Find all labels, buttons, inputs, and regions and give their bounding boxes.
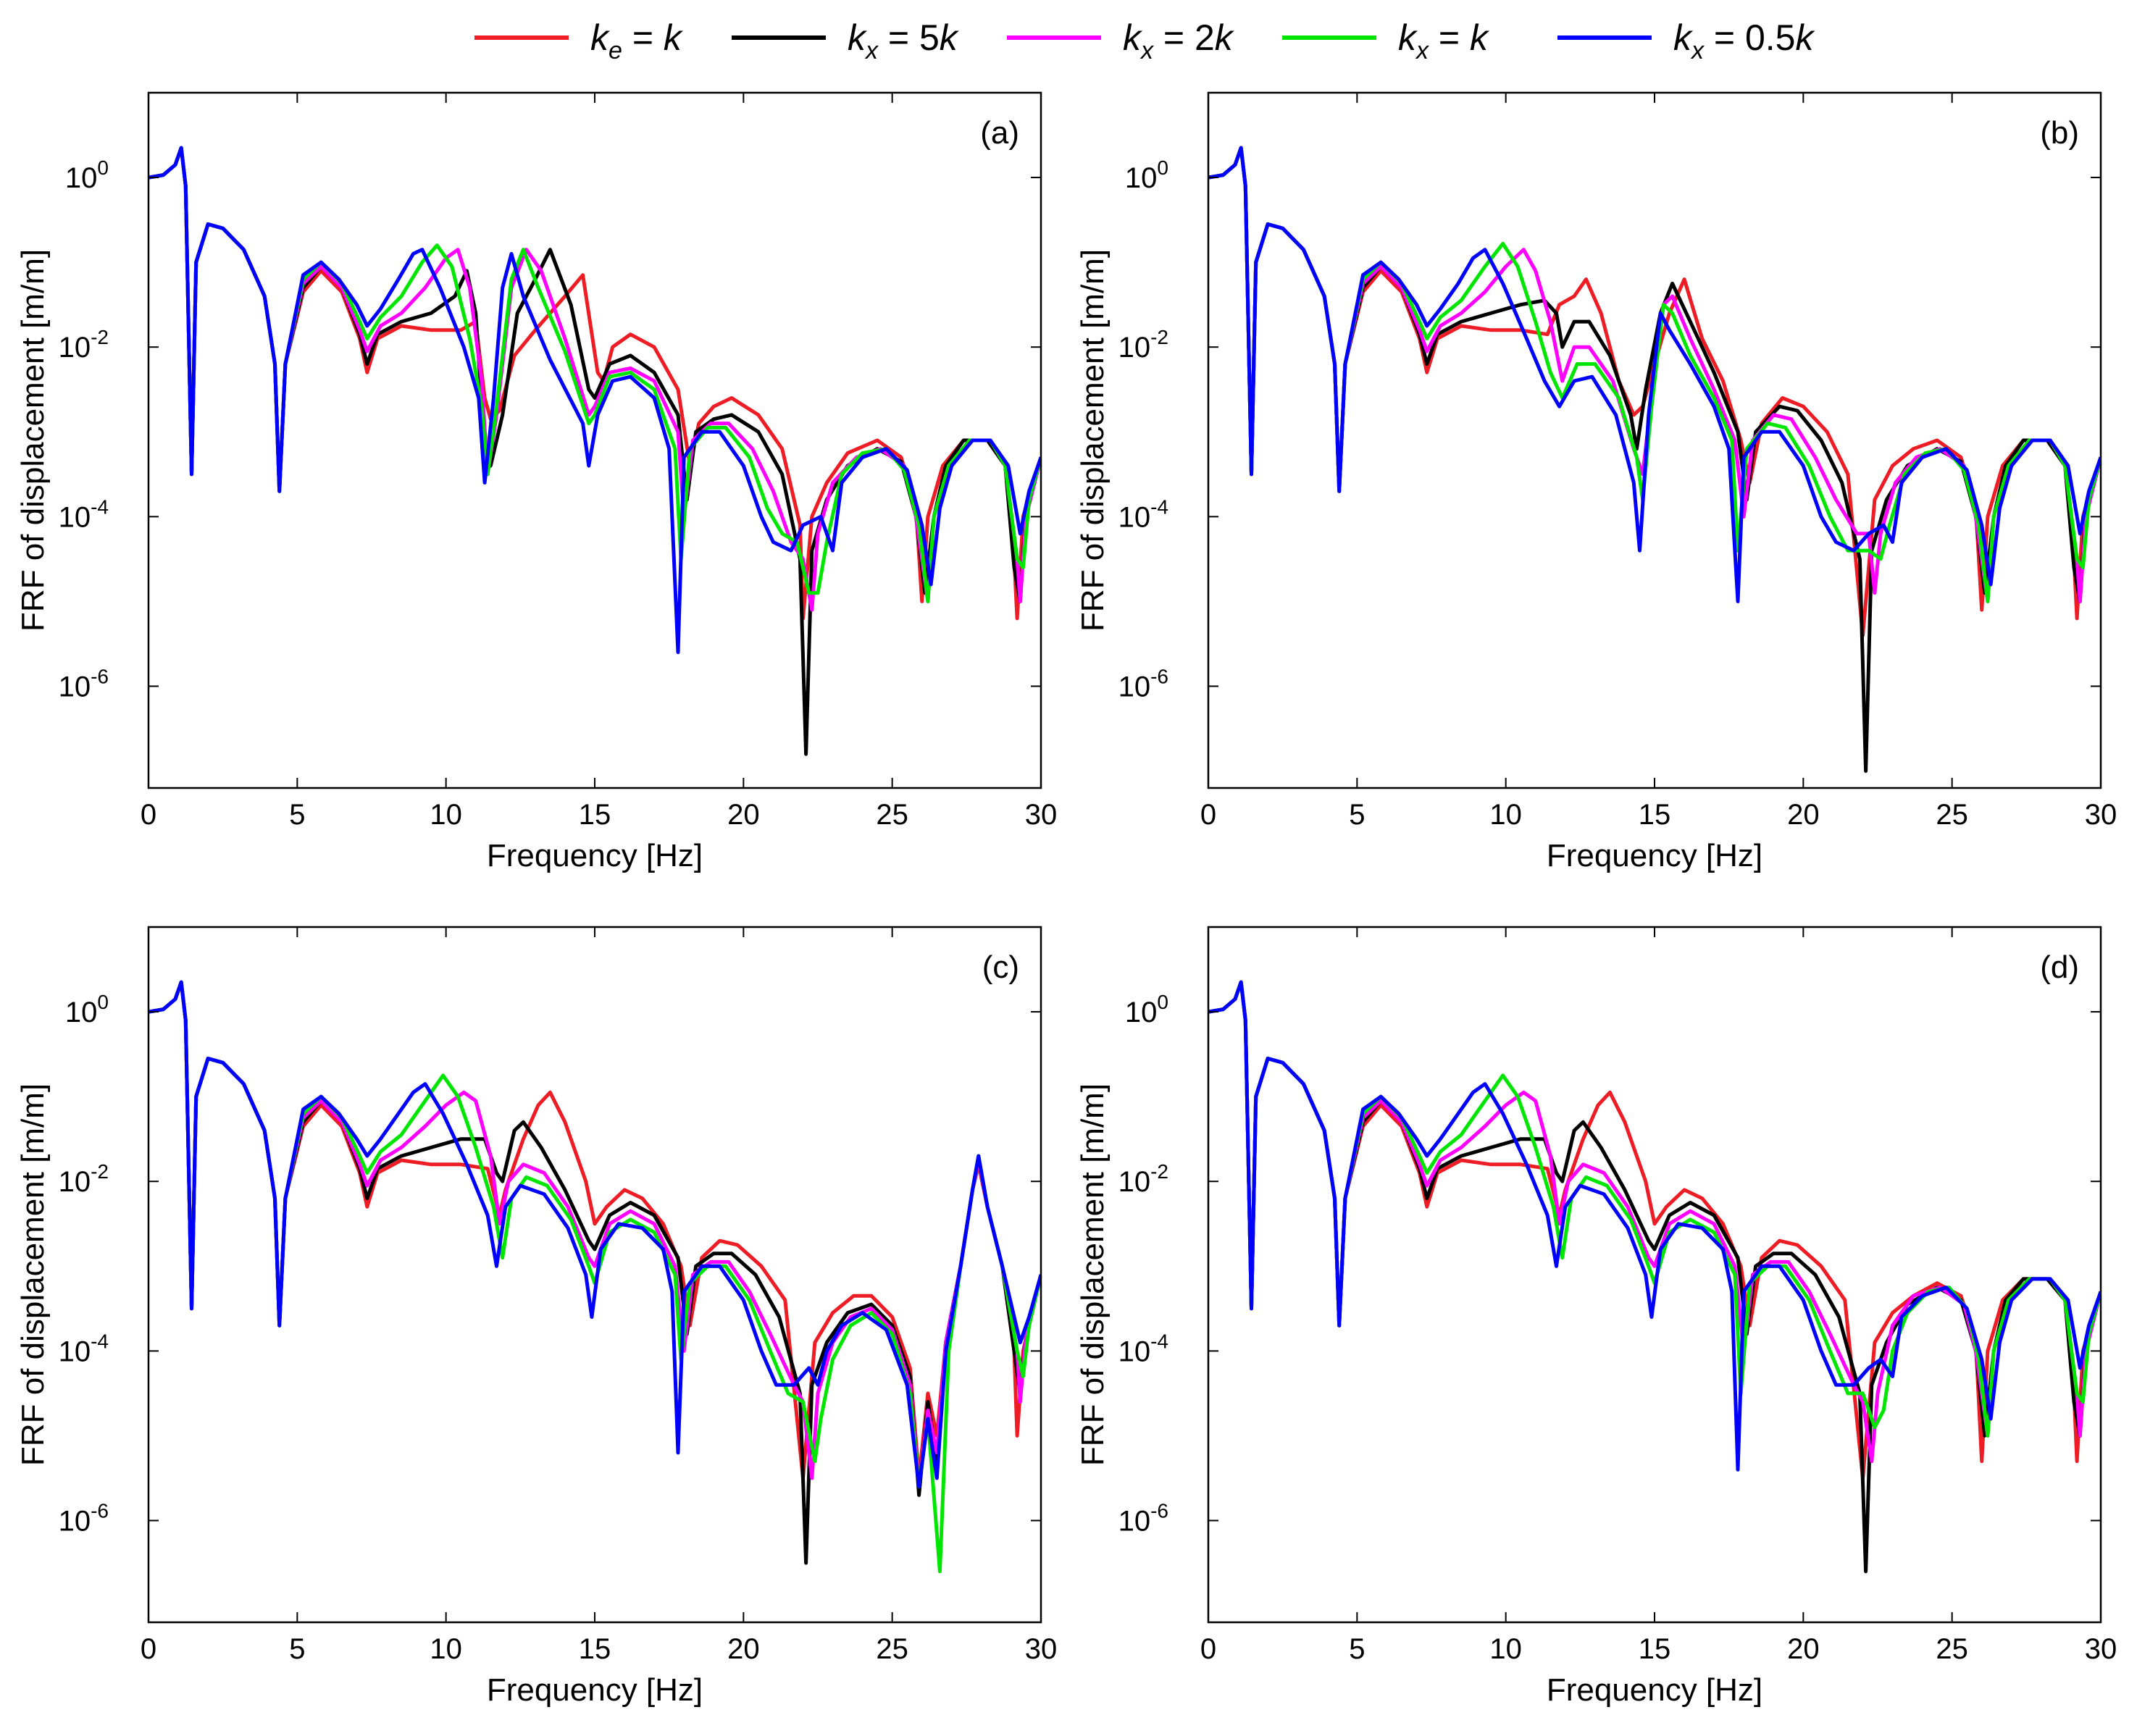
- legend-label: kx = 5k: [848, 17, 960, 64]
- panel-label: (a): [980, 115, 1019, 151]
- x-tick-label: 30: [2085, 1633, 2117, 1665]
- x-tick-label: 10: [430, 799, 462, 831]
- x-tick-label: 30: [1025, 1633, 1058, 1665]
- x-axis-label: Frequency [Hz]: [487, 838, 703, 873]
- plot-area: [149, 980, 1041, 1574]
- y-tick-label: 10-2: [59, 326, 109, 364]
- y-tick-label: 10-2: [1118, 326, 1168, 364]
- y-tick-label: 10-4: [59, 1330, 109, 1367]
- legend-entry: kx = 5k: [732, 17, 960, 64]
- legend: ke = k kx = 5k kx = 2k kx = k kx = 0.5k: [474, 17, 1816, 64]
- legend-label: ke = k: [590, 17, 684, 64]
- y-tick-label: 10-2: [59, 1160, 109, 1198]
- x-tick-label: 25: [1936, 799, 1968, 831]
- plot-area: [149, 146, 1041, 756]
- x-tick-label: 15: [579, 799, 611, 831]
- y-tick-label: 10-4: [1118, 495, 1168, 533]
- y-tick-label: 10-4: [1118, 1330, 1168, 1367]
- x-tick-label: 0: [141, 1633, 156, 1665]
- y-tick-label: 10-4: [59, 495, 109, 533]
- x-tick-label: 25: [876, 1633, 908, 1665]
- y-tick-label: 10-2: [1118, 1160, 1168, 1198]
- panel-label: (b): [2040, 115, 2079, 151]
- series-line: [1208, 146, 2101, 603]
- x-tick-label: 20: [1787, 799, 1820, 831]
- plot-area: [1208, 980, 2101, 1574]
- chart-panel: 0 5 10 15 20 25 30 100 10-2 10-4 10-6 (c) Frequency …: [15, 926, 1058, 1708]
- x-axis-label: Frequency [Hz]: [487, 1672, 703, 1708]
- x-tick-label: 25: [876, 799, 908, 831]
- panel-label: (d): [2040, 949, 2079, 985]
- x-tick-label: 0: [141, 799, 156, 831]
- legend-entry: ke = k: [474, 17, 684, 64]
- y-axis-label: FRF of displacement [m/m]: [1075, 249, 1111, 632]
- chart-panels: 0 5 10 15 20 25 3010010-210-410-6(a)Frequency …: [15, 91, 2117, 1708]
- legend-label: kx = k: [1398, 17, 1490, 64]
- series-line: [149, 980, 1041, 1489]
- x-tick-label: 30: [2085, 799, 2117, 831]
- x-tick-label: 5: [289, 799, 305, 831]
- series-line: [1208, 980, 2101, 1472]
- y-axis-label: FRF of displacement [m/m]: [15, 249, 51, 632]
- x-tick-label: 20: [727, 799, 760, 831]
- x-tick-label: 15: [1639, 799, 1671, 831]
- y-tick-label: 10-6: [59, 1500, 109, 1538]
- x-tick-label: 10: [430, 1633, 462, 1665]
- x-tick-label: 5: [1349, 799, 1365, 831]
- y-axis-label: FRF of displacement [m/m]: [15, 1083, 51, 1466]
- x-tick-label: 10: [1489, 799, 1522, 831]
- y-tick-label: 100: [1125, 991, 1168, 1028]
- x-tick-label: 15: [579, 1633, 611, 1665]
- x-axis-label: Frequency [Hz]: [1547, 1672, 1762, 1708]
- x-tick-label: 5: [289, 1633, 305, 1665]
- x-tick-label: 20: [1787, 1633, 1820, 1665]
- legend-entry: kx = 2k: [1007, 17, 1235, 64]
- x-tick-label: 5: [1349, 1633, 1365, 1665]
- chart-panel: 0 5 10 15 20 25 30 100 10-2 10-4 10-6 (a) Frequency …: [15, 91, 1058, 873]
- x-tick-label: 15: [1639, 1633, 1671, 1665]
- chart-panel: 0 5 10 15 20 25 30 100 10-2 10-4 10-6 (b) Frequency …: [1075, 91, 2117, 873]
- y-tick-label: 10-6: [1118, 1500, 1168, 1538]
- y-tick-label: 10-6: [59, 666, 109, 703]
- legend-label: kx = 0.5k: [1673, 17, 1816, 64]
- legend-entry: kx = k: [1282, 17, 1490, 64]
- y-tick-label: 100: [1125, 156, 1168, 194]
- series-line: [149, 146, 1041, 655]
- legend-label: kx = 2k: [1123, 17, 1235, 64]
- y-tick-label: 100: [65, 156, 109, 194]
- x-tick-label: 25: [1936, 1633, 1968, 1665]
- panel-label: (c): [982, 949, 1019, 985]
- x-tick-label: 30: [1025, 799, 1058, 831]
- x-tick-label: 0: [1200, 1633, 1216, 1665]
- chart-panel: 0 5 10 15 20 25 30 100 10-2 10-4 10-6 (d) Frequency …: [1075, 926, 2117, 1708]
- y-tick-label: 100: [65, 991, 109, 1028]
- x-tick-label: 20: [727, 1633, 760, 1665]
- y-axis-label: FRF of displacement [m/m]: [1075, 1083, 1111, 1466]
- x-tick-label: 10: [1489, 1633, 1522, 1665]
- x-axis-label: Frequency [Hz]: [1547, 838, 1762, 873]
- y-tick-label: 10-6: [1118, 666, 1168, 703]
- legend-entry: kx = 0.5k: [1557, 17, 1816, 64]
- plot-area: [1208, 146, 2101, 773]
- x-tick-label: 0: [1200, 799, 1216, 831]
